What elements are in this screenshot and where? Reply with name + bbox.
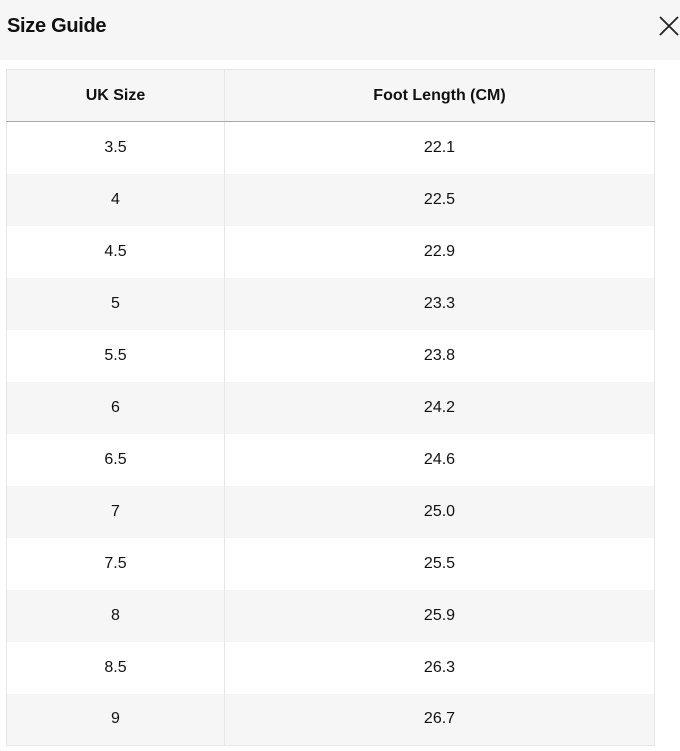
uk-size-cell: 6	[6, 381, 225, 434]
uk-size-cell: 9	[6, 693, 225, 746]
foot-length-cell: 26.3	[224, 641, 655, 694]
uk-size-cell: 5	[6, 277, 225, 330]
foot-length-cell: 22.5	[224, 173, 655, 226]
table-row: 5.5 23.8	[6, 329, 655, 382]
table-row: 4.5 22.9	[6, 225, 655, 278]
foot-length-cell: 22.9	[224, 225, 655, 278]
uk-size-cell: 5.5	[6, 329, 225, 382]
table-row: 7.5 25.5	[6, 537, 655, 590]
foot-length-cell: 22.1	[224, 121, 655, 174]
foot-length-cell: 24.6	[224, 433, 655, 486]
uk-size-cell: 7.5	[6, 537, 225, 590]
size-table: UK Size Foot Length (CM) 3.5 22.1 4 22.5 4.5…	[6, 69, 655, 746]
uk-size-cell: 8	[6, 589, 225, 642]
foot-length-cell: 26.7	[224, 693, 655, 746]
table-header-row: UK Size Foot Length (CM)	[6, 69, 655, 122]
foot-length-cell: 23.3	[224, 277, 655, 330]
foot-length-cell: 23.8	[224, 329, 655, 382]
table-row: 7 25.0	[6, 485, 655, 538]
uk-size-cell: 8.5	[6, 641, 225, 694]
close-icon	[659, 16, 679, 36]
column-header-foot-length: Foot Length (CM)	[224, 69, 655, 122]
foot-length-cell: 25.9	[224, 589, 655, 642]
close-button[interactable]	[658, 15, 680, 37]
foot-length-cell: 25.5	[224, 537, 655, 590]
foot-length-cell: 25.0	[224, 485, 655, 538]
table-row: 4 22.5	[6, 173, 655, 226]
modal-title: Size Guide	[7, 15, 107, 37]
table-row: 8 25.9	[6, 589, 655, 642]
table-row: 5 23.3	[6, 277, 655, 330]
table-row: 6 24.2	[6, 381, 655, 434]
uk-size-cell: 6.5	[6, 433, 225, 486]
table-row: 9 26.7	[6, 693, 655, 746]
uk-size-cell: 7	[6, 485, 225, 538]
table-row: 3.5 22.1	[6, 121, 655, 174]
column-header-uk-size: UK Size	[6, 69, 225, 122]
modal-header: Size Guide	[0, 0, 680, 60]
table-row: 8.5 26.3	[6, 641, 655, 694]
uk-size-cell: 3.5	[6, 121, 225, 174]
uk-size-cell: 4.5	[6, 225, 225, 278]
uk-size-cell: 4	[6, 173, 225, 226]
table-row: 6.5 24.6	[6, 433, 655, 486]
foot-length-cell: 24.2	[224, 381, 655, 434]
